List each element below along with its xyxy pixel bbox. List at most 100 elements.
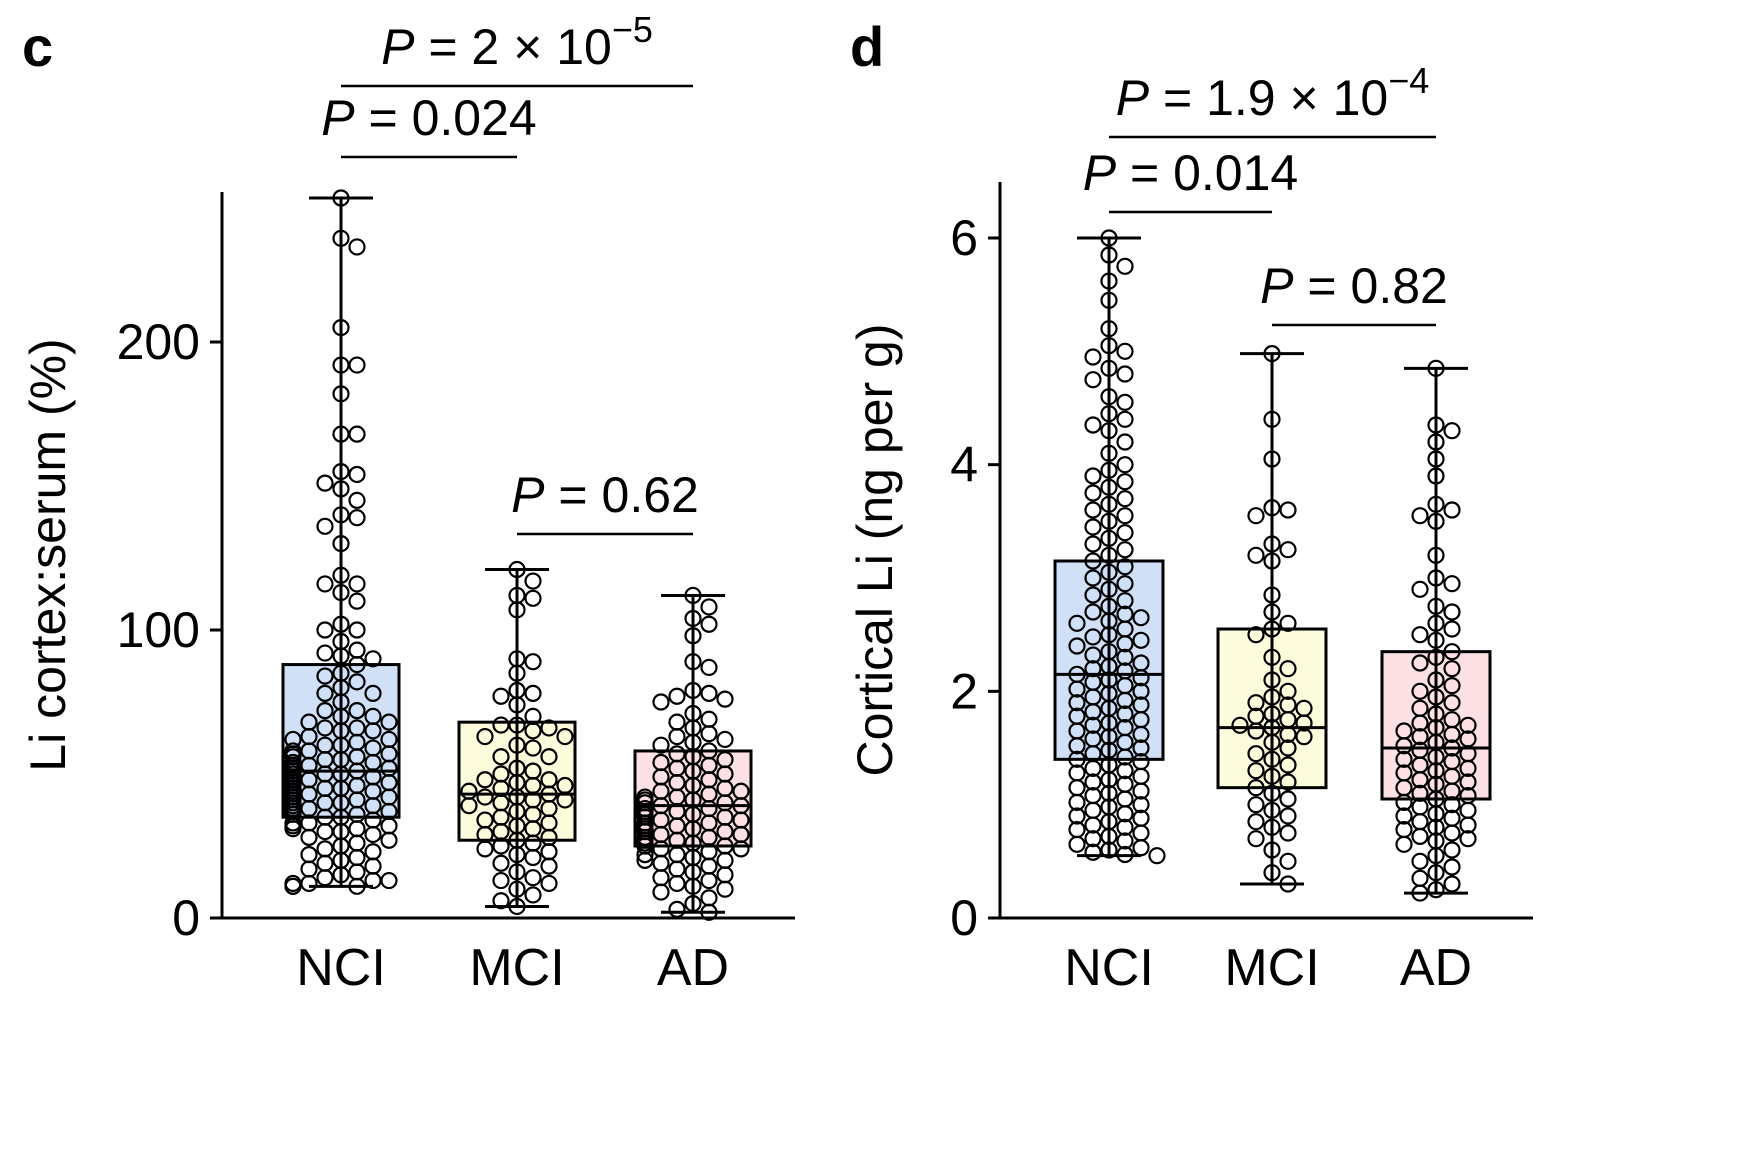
data-point bbox=[1247, 779, 1265, 797]
data-point bbox=[1084, 552, 1102, 570]
data-point bbox=[1279, 756, 1297, 774]
data-point bbox=[524, 848, 542, 867]
data-point bbox=[1263, 784, 1281, 802]
data-point bbox=[1116, 832, 1134, 850]
data-point bbox=[492, 748, 510, 766]
data-point bbox=[700, 889, 718, 907]
panel-label: c bbox=[22, 15, 53, 78]
data-point bbox=[508, 560, 526, 579]
data-point bbox=[316, 869, 334, 887]
data-point bbox=[1247, 507, 1265, 525]
data-point bbox=[1279, 790, 1297, 808]
data-point bbox=[1443, 501, 1461, 519]
data-point bbox=[316, 840, 334, 858]
data-point bbox=[1263, 586, 1281, 604]
data-point bbox=[332, 866, 350, 884]
data-point bbox=[1443, 660, 1461, 678]
data-point bbox=[1100, 320, 1118, 338]
data-point bbox=[1084, 759, 1102, 778]
data-point bbox=[1443, 875, 1461, 893]
data-point bbox=[1068, 779, 1086, 797]
data-point bbox=[1411, 771, 1429, 789]
p-value: = 2 × 10 bbox=[414, 19, 611, 75]
data-point bbox=[652, 736, 670, 754]
data-point bbox=[1100, 291, 1118, 309]
p-value-label: P = 0.82 bbox=[1260, 258, 1448, 314]
data-point bbox=[1084, 484, 1102, 502]
data-point bbox=[1084, 801, 1102, 819]
data-point bbox=[1263, 535, 1281, 553]
p-value-label: P = 0.024 bbox=[321, 90, 536, 146]
p-exponent: −5 bbox=[612, 9, 653, 50]
data-point bbox=[1279, 824, 1297, 842]
data-point bbox=[1100, 563, 1118, 581]
p-symbol: P bbox=[1116, 70, 1150, 126]
data-point bbox=[1100, 626, 1118, 644]
data-point bbox=[1116, 805, 1134, 823]
box-group-ad bbox=[633, 586, 753, 921]
data-point bbox=[1427, 495, 1445, 513]
data-point bbox=[508, 880, 526, 898]
data-point bbox=[540, 874, 558, 893]
data-point bbox=[1100, 771, 1118, 789]
data-point bbox=[1116, 433, 1134, 451]
data-point bbox=[316, 644, 334, 662]
data-point bbox=[700, 598, 718, 616]
data-point bbox=[1068, 737, 1086, 755]
data-point bbox=[524, 739, 542, 757]
data-point bbox=[1427, 614, 1445, 632]
data-point bbox=[1263, 688, 1281, 706]
data-point bbox=[700, 658, 718, 677]
data-point bbox=[1100, 529, 1118, 547]
data-point bbox=[332, 385, 350, 403]
data-point bbox=[316, 621, 334, 639]
data-point bbox=[1148, 847, 1166, 865]
data-point bbox=[1263, 705, 1281, 723]
data-point bbox=[1068, 637, 1086, 655]
data-point bbox=[1395, 807, 1413, 825]
data-point bbox=[1100, 714, 1118, 732]
data-point bbox=[1427, 359, 1445, 377]
data-point bbox=[348, 575, 366, 593]
data-point bbox=[492, 871, 510, 890]
data-point bbox=[1459, 759, 1477, 778]
data-point bbox=[1279, 875, 1297, 893]
data-point bbox=[1132, 782, 1150, 800]
data-point bbox=[652, 854, 670, 872]
significance-bracket: P = 0.62 bbox=[511, 467, 699, 536]
data-point bbox=[1279, 739, 1297, 757]
data-point bbox=[1084, 518, 1102, 536]
data-point bbox=[556, 727, 574, 746]
data-point bbox=[316, 474, 334, 492]
data-point bbox=[316, 719, 334, 737]
data-point bbox=[524, 572, 542, 590]
data-point bbox=[1459, 801, 1477, 819]
data-point bbox=[1116, 691, 1134, 710]
y-axis-title: Li cortex:serum (%) bbox=[20, 338, 76, 771]
data-point bbox=[332, 534, 350, 553]
data-point bbox=[524, 722, 542, 740]
p-exponent: −4 bbox=[1388, 60, 1429, 101]
y-tick-label: 100 bbox=[117, 602, 200, 658]
data-point bbox=[1084, 501, 1102, 519]
box-group-nci bbox=[281, 189, 401, 895]
data-point bbox=[1427, 818, 1445, 836]
data-point bbox=[1443, 694, 1461, 712]
data-point bbox=[668, 846, 686, 864]
data-point bbox=[316, 822, 334, 841]
data-point bbox=[364, 857, 382, 875]
data-point bbox=[1116, 524, 1134, 542]
data-point bbox=[460, 797, 478, 815]
panel-c: c 0 100 200 Li cortex:serum (%) NCI MCI AD P = 0… bbox=[20, 9, 795, 997]
data-point bbox=[1279, 725, 1297, 744]
data-point bbox=[1263, 552, 1281, 570]
data-point bbox=[732, 840, 750, 858]
data-point bbox=[1459, 830, 1477, 848]
data-point bbox=[1279, 773, 1297, 791]
data-point bbox=[1443, 824, 1461, 842]
data-point bbox=[300, 860, 318, 878]
box-group-ad bbox=[1380, 359, 1492, 902]
data-point bbox=[1100, 841, 1118, 859]
x-category-label: NCI bbox=[1064, 939, 1154, 997]
